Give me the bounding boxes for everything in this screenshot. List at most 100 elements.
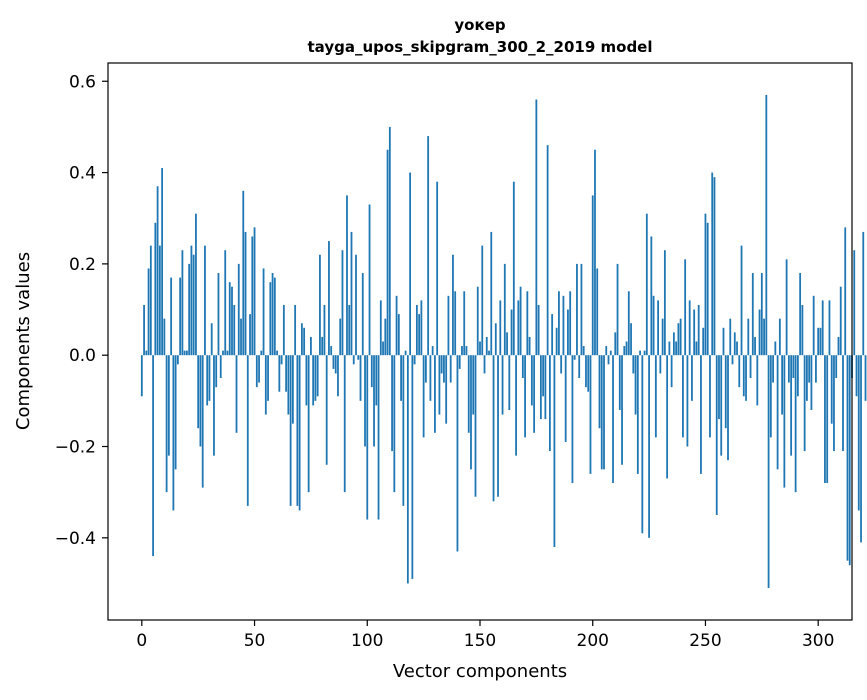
y-tick-label: 0.6 xyxy=(69,72,96,92)
bar xyxy=(420,300,423,356)
bar xyxy=(346,195,348,356)
bar xyxy=(794,355,797,493)
bar xyxy=(688,300,691,356)
bar xyxy=(391,355,393,452)
bar xyxy=(864,355,867,401)
bar xyxy=(163,318,166,356)
bar xyxy=(188,263,191,356)
bar xyxy=(607,355,610,365)
bar xyxy=(508,355,511,410)
bar xyxy=(467,355,470,433)
bar xyxy=(210,323,213,356)
bar xyxy=(695,341,698,356)
y-tick-label: −0.4 xyxy=(55,529,96,549)
bar xyxy=(654,355,657,438)
bar xyxy=(413,355,416,365)
bar xyxy=(255,355,258,388)
bar xyxy=(785,259,788,356)
bar xyxy=(280,355,283,365)
bar xyxy=(724,355,727,429)
bar xyxy=(605,346,608,356)
bar xyxy=(359,355,362,401)
bar xyxy=(551,314,554,356)
bar xyxy=(323,304,326,356)
plot-frame xyxy=(107,62,853,621)
bar xyxy=(400,355,402,401)
bar xyxy=(749,355,752,379)
bar xyxy=(740,245,743,356)
bar xyxy=(140,355,143,397)
bar xyxy=(434,355,436,433)
bar xyxy=(765,94,768,356)
bar xyxy=(427,136,430,356)
bar xyxy=(639,350,641,356)
bar xyxy=(835,355,838,379)
bar xyxy=(821,300,824,356)
bar xyxy=(337,355,339,397)
bar xyxy=(774,341,777,356)
bar xyxy=(240,318,242,356)
bar xyxy=(756,355,759,406)
bar xyxy=(521,355,524,379)
bar xyxy=(224,250,227,356)
bar xyxy=(499,300,502,356)
y-axis-ticks: −0.4 −0.2 0.0 0.2 0.4 0.6 xyxy=(55,72,108,549)
bar xyxy=(269,282,272,356)
bar xyxy=(485,336,488,356)
bar xyxy=(373,355,375,447)
bar xyxy=(645,213,648,356)
bar xyxy=(598,355,601,429)
bar xyxy=(282,304,285,356)
bar xyxy=(548,355,551,452)
bar xyxy=(474,355,477,497)
bar xyxy=(643,350,646,356)
bar xyxy=(587,355,590,392)
bar xyxy=(154,222,157,356)
bar xyxy=(515,355,517,456)
y-tick-label: −0.2 xyxy=(55,438,96,458)
bar xyxy=(494,323,497,356)
bar xyxy=(479,341,481,356)
bar xyxy=(409,172,412,356)
bar xyxy=(625,341,628,356)
bar xyxy=(343,355,346,493)
bar xyxy=(300,323,303,356)
bar xyxy=(603,355,605,470)
bar xyxy=(276,350,278,356)
bar xyxy=(219,355,222,379)
bar xyxy=(395,295,398,356)
bar xyxy=(524,355,526,438)
bar xyxy=(147,268,150,356)
bar xyxy=(158,245,161,356)
bar xyxy=(682,355,684,438)
bar xyxy=(377,355,380,520)
bar xyxy=(618,355,621,410)
bar xyxy=(253,227,256,356)
bar xyxy=(438,355,441,415)
bar xyxy=(461,346,463,356)
bar xyxy=(567,309,569,356)
bar xyxy=(287,355,290,415)
bar xyxy=(733,332,736,356)
bar xyxy=(172,355,175,511)
bar xyxy=(215,355,218,388)
bar xyxy=(483,355,486,374)
bar xyxy=(422,355,425,438)
bar xyxy=(231,286,233,356)
bar xyxy=(330,346,333,356)
bar xyxy=(501,355,504,415)
bar xyxy=(226,350,229,356)
bar xyxy=(260,350,263,356)
bar xyxy=(594,149,596,356)
bar xyxy=(291,355,294,424)
bar xyxy=(684,259,687,356)
bar xyxy=(303,327,306,356)
bar xyxy=(506,332,508,356)
bar xyxy=(149,245,152,356)
bar xyxy=(431,346,434,356)
bar xyxy=(691,355,693,401)
bar xyxy=(307,355,310,493)
bar xyxy=(564,355,567,442)
bar xyxy=(659,355,662,374)
